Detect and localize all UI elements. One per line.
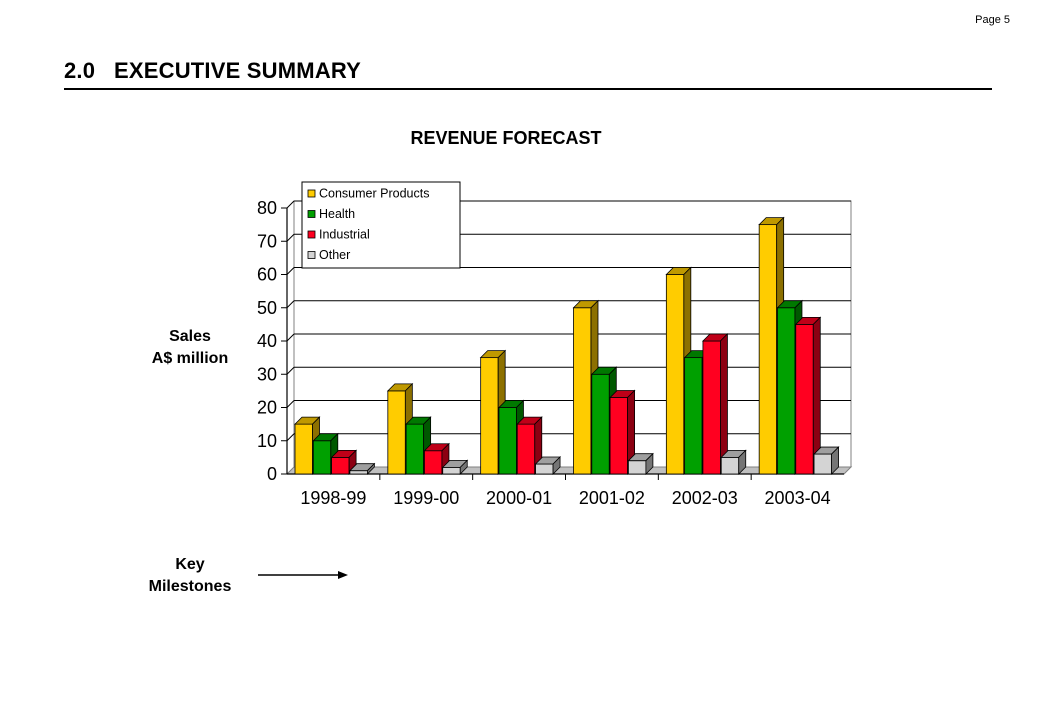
legend-label: Industrial xyxy=(319,228,370,242)
bar-front xyxy=(349,470,368,475)
legend-label: Health xyxy=(319,207,355,221)
milestones-arrow-icon xyxy=(258,571,348,579)
y-tick-label: 10 xyxy=(257,431,277,451)
x-tick-label: 2003-04 xyxy=(765,488,831,508)
bar-front xyxy=(405,423,425,475)
key-milestones-line2: Milestones xyxy=(148,578,232,595)
bar-front xyxy=(591,373,610,475)
gridline-side xyxy=(286,433,295,442)
x-tick-label: 2001-02 xyxy=(579,488,645,508)
y-axis-label-line1: Sales xyxy=(169,328,211,345)
legend-swatch xyxy=(307,210,316,218)
gridline-side xyxy=(286,333,295,342)
x-tick-label: 2002-03 xyxy=(672,488,738,508)
bar-front xyxy=(516,423,536,475)
legend-swatch xyxy=(307,189,316,198)
gridline-side xyxy=(286,366,295,375)
bar-front xyxy=(813,453,832,475)
y-tick-label: 50 xyxy=(257,298,277,318)
legend-label: Other xyxy=(319,248,350,262)
bar-front xyxy=(777,307,796,475)
y-axis-label: Sales A$ million xyxy=(120,326,260,370)
bar-front xyxy=(480,357,499,475)
bar-front xyxy=(702,340,721,475)
bar-side xyxy=(645,452,654,475)
y-tick-label: 80 xyxy=(257,198,277,218)
bar-front xyxy=(573,307,592,475)
gridline-side xyxy=(286,300,295,309)
chart-plot: 0 10 20 30 40 50 60 70 80 1998-99 1999-00 2000-01 20… xyxy=(257,198,853,508)
bar-front xyxy=(795,323,814,475)
key-milestones-line1: Key xyxy=(175,556,205,573)
gridline-side xyxy=(286,233,295,242)
section-number: 2.0 xyxy=(64,58,96,83)
bar-side xyxy=(366,462,375,475)
bar-front xyxy=(535,463,554,475)
bar-front xyxy=(498,407,517,475)
bar xyxy=(701,333,729,475)
x-tick-label: 2000-01 xyxy=(486,488,552,508)
bar-front xyxy=(720,456,740,475)
chart-legend: Consumer Products Health Industrial Other xyxy=(301,181,461,269)
gridline-side xyxy=(286,267,295,275)
bar xyxy=(441,459,469,475)
bar-front xyxy=(331,456,350,475)
y-tick-label: 60 xyxy=(257,265,277,285)
bar xyxy=(627,452,654,475)
gridline-side xyxy=(286,400,295,408)
bar-front xyxy=(609,397,628,475)
key-milestones-label: Key Milestones xyxy=(120,554,260,598)
chart-title: REVENUE FORECAST xyxy=(410,128,602,148)
bar-front xyxy=(665,274,685,475)
gridline-side xyxy=(286,200,295,209)
bar-front xyxy=(684,357,703,475)
y-axis-label-line2: A$ million xyxy=(151,350,229,367)
y-tick-label: 20 xyxy=(257,398,277,418)
bar xyxy=(348,462,376,475)
legend-swatch xyxy=(307,251,316,259)
bar-side xyxy=(738,449,747,475)
heading-rule xyxy=(64,88,992,90)
y-tick-label: 0 xyxy=(267,464,277,484)
bar xyxy=(534,456,562,475)
y-tick-label: 70 xyxy=(257,231,277,251)
x-tick-label: 1999-00 xyxy=(393,488,459,508)
bar-front xyxy=(628,460,647,475)
y-tick-label: 30 xyxy=(257,364,277,384)
bar-front xyxy=(442,466,461,475)
y-tick-label: 40 xyxy=(257,331,277,351)
legend-label: Consumer Products xyxy=(319,187,429,201)
bar-front xyxy=(387,390,406,475)
bar-front xyxy=(312,440,332,475)
legend-box xyxy=(301,181,461,269)
bar xyxy=(813,446,840,475)
x-tick-label: 1998-99 xyxy=(300,488,366,508)
bar xyxy=(720,449,747,475)
page-number: Page 5 xyxy=(975,14,1010,26)
bar xyxy=(516,416,543,475)
bar xyxy=(609,389,636,475)
section-title: EXECUTIVE SUMMARY xyxy=(114,58,362,83)
bar-front xyxy=(424,450,443,475)
bar-side xyxy=(459,459,468,475)
bar-side xyxy=(831,446,839,475)
legend-swatch xyxy=(307,230,316,239)
bar xyxy=(794,316,822,475)
bar-side xyxy=(552,456,561,475)
bar xyxy=(386,382,414,475)
bar-front xyxy=(294,423,313,475)
section-heading: 2.0 EXECUTIVE SUMMARY xyxy=(64,58,361,84)
bar-front xyxy=(758,224,778,475)
